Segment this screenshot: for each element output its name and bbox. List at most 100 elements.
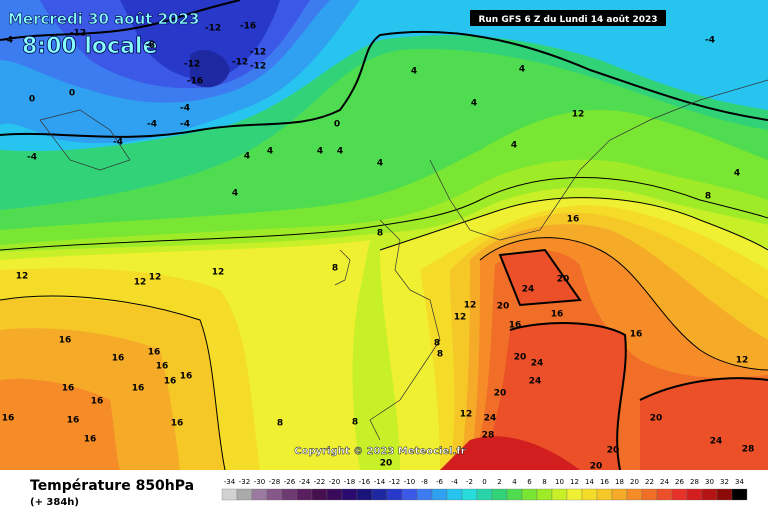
scale-label: -18 — [344, 478, 355, 486]
scale-label: -4 — [451, 478, 459, 486]
scale-label: -2 — [466, 478, 473, 486]
contour-label: 20 — [590, 462, 603, 472]
contour-label: 16 — [171, 419, 184, 429]
scale-swatch — [221, 488, 238, 501]
contour-label: 24 — [531, 359, 544, 369]
scale-label: 10 — [555, 478, 564, 486]
forecast-time: 8:00 locale — [22, 34, 157, 59]
scale-swatch — [251, 488, 268, 501]
contour-label: 12 — [149, 273, 162, 283]
scale-label: 30 — [705, 478, 714, 486]
contour-label: 8 — [437, 350, 443, 360]
scale-swatch — [356, 488, 373, 501]
scale-swatch — [701, 488, 718, 501]
contour-label: 20 — [494, 389, 507, 399]
forecast-date: Mercredi 30 août 2023 — [8, 10, 199, 28]
copyright: Copyright © 2023 Meteociel.fr — [294, 446, 465, 457]
scale-label: 22 — [645, 478, 654, 486]
scale-swatch — [626, 488, 643, 501]
contour-label: 28 — [742, 445, 755, 455]
contour-label: 12 — [16, 272, 29, 282]
contour-lines — [0, 0, 768, 471]
contour-label: 16 — [551, 310, 564, 320]
scale-label: 8 — [542, 478, 546, 486]
contour-label: 8 — [277, 419, 283, 429]
scale-label: 6 — [527, 478, 532, 486]
scale-label: -12 — [389, 478, 400, 486]
scale-label: 18 — [615, 478, 624, 486]
scale-label: 20 — [630, 478, 639, 486]
contour-label: 12 — [460, 410, 473, 420]
scale-label: 34 — [735, 478, 744, 486]
scale-label: 16 — [600, 478, 609, 486]
contour-label: 16 — [567, 215, 580, 225]
contour-label: 20 — [514, 353, 527, 363]
scale-swatch — [296, 488, 313, 501]
contour-label: 16 — [148, 348, 161, 358]
contour-label-group: -12 -16-12-8-12-12 -12 -12-16-4-4-4-4-4-400… — [2, 22, 755, 472]
contour-label: 16 — [2, 414, 15, 424]
scale-swatch — [566, 488, 583, 501]
scale-label: 32 — [720, 478, 729, 486]
scale-swatch — [236, 488, 253, 501]
scale-swatch — [386, 488, 403, 501]
scale-label: -24 — [299, 478, 311, 486]
scale-label: -16 — [359, 478, 371, 486]
contour-label: -4 — [180, 120, 190, 130]
scale-label: -26 — [284, 478, 296, 486]
contour-label: 24 — [710, 437, 723, 447]
contour-label: 8 — [434, 339, 440, 349]
scale-label: -14 — [374, 478, 386, 486]
scale-label: 14 — [585, 478, 594, 486]
contour-label: 16 — [132, 384, 145, 394]
contour-label: 8 — [352, 418, 358, 428]
contour-label: 8 — [377, 229, 383, 239]
scale-swatch — [371, 488, 388, 501]
contour-label: 0 — [69, 89, 75, 99]
scale-label: -10 — [404, 478, 415, 486]
contour-label: 24 — [522, 285, 535, 295]
scale-label: 24 — [660, 478, 669, 486]
contour-label: 24 — [484, 414, 497, 424]
map-background — [0, 0, 768, 471]
scale-swatch — [446, 488, 463, 501]
contour-label: 4 — [411, 67, 417, 77]
contour-label: -4 — [147, 120, 157, 130]
scale-swatch — [656, 488, 673, 501]
scale-swatch — [461, 488, 478, 501]
scale-label: 12 — [570, 478, 579, 486]
scale-label: 28 — [690, 478, 699, 486]
contour-label: 28 — [482, 431, 495, 441]
contour-label: 12 — [454, 313, 467, 323]
contour-label: -4 — [705, 36, 715, 46]
scale-swatch — [581, 488, 598, 501]
scale-swatch — [551, 488, 568, 501]
scale-swatch — [476, 488, 493, 501]
scale-swatch — [596, 488, 613, 501]
coastlines — [39, 79, 768, 441]
contour-label: 16 — [180, 372, 193, 382]
contour-label: 16 — [91, 397, 104, 407]
scale-label: -34 — [224, 478, 236, 486]
contour-label: 4 — [337, 147, 343, 157]
contour-label: 4 — [511, 141, 517, 151]
contour-label: 24 — [529, 377, 542, 387]
scale-swatch — [536, 488, 553, 501]
scale-swatch — [281, 488, 298, 501]
contour-label: 12 — [212, 268, 225, 278]
scale-label: 26 — [675, 478, 684, 486]
contour-label: 20 — [650, 414, 663, 424]
contour-label: 0 — [334, 120, 340, 130]
contour-label: 16 — [67, 416, 80, 426]
scale-label: -20 — [329, 478, 340, 486]
contour-label: -4 — [113, 138, 123, 148]
contour-label: 4 — [267, 147, 273, 157]
scale-swatch — [416, 488, 433, 501]
contour-label: 0 — [29, 95, 35, 105]
scale-swatch — [311, 488, 328, 501]
scale-label: -6 — [436, 478, 444, 486]
contour-label: 4 — [317, 147, 323, 157]
contour-label: 12 — [464, 301, 477, 311]
contour-label: -12 — [205, 24, 221, 34]
contour-label: -12 — [250, 48, 266, 58]
